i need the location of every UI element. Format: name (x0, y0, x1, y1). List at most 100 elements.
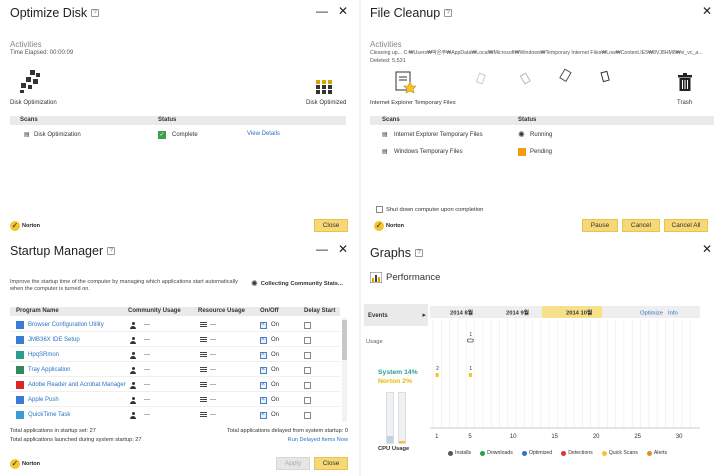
loading-spinner-icon: ✺ (251, 279, 258, 288)
table-row[interactable]: Browser Configuration Utility --- --- On (10, 319, 340, 332)
onoff-checkbox[interactable] (260, 396, 267, 404)
table-row: ▤ Windows Temporary Files Pending (370, 148, 714, 158)
apply-button[interactable]: Apply (276, 457, 310, 470)
scan-name: Windows Temporary Files (394, 149, 463, 155)
minimize-icon[interactable]: — (315, 4, 328, 18)
panel-divider (359, 0, 361, 476)
delay-checkbox[interactable] (304, 367, 311, 374)
program-name[interactable]: Apple Push (28, 397, 59, 403)
cancel-button[interactable]: Cancel (622, 219, 660, 232)
x-tick-label: 15 (551, 434, 558, 440)
program-name[interactable]: Tray Application (28, 367, 71, 373)
month-tab-label[interactable]: 2014 9월 (506, 309, 529, 317)
total-launched: Total applications launched during syste… (10, 437, 142, 443)
norton-logo: ✓ Norton (374, 221, 405, 231)
window-controls: ✕ (702, 242, 712, 256)
program-name[interactable]: QuickTime Task (28, 412, 71, 418)
delay-checkbox[interactable] (304, 397, 311, 404)
startup-description: Improve the startup time of the computer… (10, 279, 238, 292)
minimize-icon[interactable]: — (315, 242, 328, 256)
doc-icon: ▤ (382, 132, 388, 138)
close-button[interactable]: Close (314, 457, 348, 470)
window-controls: — ✕ (316, 242, 348, 256)
quickscan-event-mark[interactable] (468, 373, 472, 377)
onoff-label: On (271, 337, 280, 343)
window-title: Graphs (370, 246, 411, 260)
table-row[interactable]: HpqSRmon --- --- On (10, 349, 340, 362)
legend-swatch-icon (480, 450, 486, 456)
optimize-link[interactable]: Optimize (640, 311, 663, 317)
shutdown-checkbox[interactable] (376, 206, 383, 213)
ie-files-icon (395, 71, 416, 94)
info-link[interactable]: Info (668, 311, 678, 317)
close-icon[interactable]: ✕ (701, 242, 712, 256)
table-row: ▤ Internet Explorer Temporary Files ✺ Ru… (370, 130, 714, 141)
onoff-checkbox[interactable] (260, 381, 267, 389)
table-row[interactable]: Adobe Reader and Acrobat Manager --- ---… (10, 379, 340, 392)
resource-usage-icon (200, 322, 207, 328)
cpu-usage-label: CPU Usage (378, 446, 410, 452)
col-scans: Scans (382, 117, 400, 123)
resource-usage-icon (200, 412, 207, 418)
help-icon[interactable]: ? (415, 249, 423, 257)
month-tab-active[interactable] (542, 306, 602, 318)
onoff-checkbox[interactable] (260, 336, 267, 344)
program-name[interactable]: Adobe Reader and Acrobat Manager (28, 382, 126, 388)
close-icon[interactable]: ✕ (337, 4, 348, 18)
section-title: Performance (386, 272, 441, 283)
delay-checkbox[interactable] (304, 382, 311, 389)
doc-icon: ▤ (382, 149, 388, 155)
resource-usage: --- (210, 367, 216, 373)
onoff-checkbox[interactable] (260, 411, 267, 419)
close-icon[interactable]: ✕ (337, 242, 348, 256)
month-tab-label[interactable]: 2014 8월 (450, 309, 473, 317)
view-details-link[interactable]: View Details (247, 131, 280, 137)
help-icon[interactable]: ? (91, 9, 100, 17)
window-controls: — ✕ (316, 4, 348, 18)
arrow-right-icon: ▸ (422, 312, 426, 319)
delay-checkbox[interactable] (304, 352, 311, 359)
table-row[interactable]: Tray Application --- --- On (10, 364, 340, 377)
startup-scrollbar[interactable] (342, 318, 347, 422)
program-name[interactable]: HpqSRmon (28, 352, 60, 358)
onoff-checkbox[interactable] (260, 366, 267, 374)
scan-status: Pending (530, 149, 553, 155)
close-icon[interactable]: ✕ (701, 4, 712, 18)
legend-label: Quick Scans (608, 450, 638, 456)
scrollbar-thumb[interactable] (342, 320, 347, 360)
program-name[interactable]: JMB36X IDE Setup (28, 337, 80, 343)
scan-status: Running (530, 132, 553, 138)
run-delayed-link[interactable]: Run Delayed Items Now (287, 437, 348, 443)
help-icon[interactable]: ? (107, 247, 116, 255)
pause-button[interactable]: Pause (582, 219, 618, 232)
close-button[interactable]: Close (314, 219, 348, 232)
delay-checkbox[interactable] (304, 412, 311, 419)
scans-table-header: Scans Status (370, 116, 714, 125)
resource-usage-icon (200, 337, 207, 343)
program-name[interactable]: Browser Configuration Utility (28, 322, 104, 328)
total-startup: Total applications in startup set: 27 (10, 428, 96, 434)
help-icon[interactable]: ? (444, 9, 453, 17)
onoff-checkbox[interactable] (260, 351, 267, 359)
delay-checkbox[interactable] (304, 322, 311, 329)
community-user-icon (130, 322, 136, 329)
quickscan-event-mark[interactable] (435, 373, 439, 377)
onoff-label: On (271, 352, 280, 358)
month-tab-label[interactable]: 2014 10월 (566, 309, 592, 317)
table-row[interactable]: JMB36X IDE Setup --- --- On (10, 334, 340, 347)
table-row[interactable]: Apple Push --- --- On (10, 394, 340, 407)
cancel-all-button[interactable]: Cancel All (664, 219, 708, 232)
onoff-label: On (271, 397, 280, 403)
app-icon (16, 366, 24, 374)
resource-usage: --- (210, 397, 216, 403)
chart-legend: Installs Downloads Optimized Detections Quic… (448, 450, 667, 456)
delay-checkbox[interactable] (304, 337, 311, 344)
event-count-label: 2 (436, 366, 439, 372)
onoff-checkbox[interactable] (260, 321, 267, 329)
disk-optimization-label: Disk Optimization (10, 100, 57, 106)
events-tab[interactable]: Events ▸ (364, 304, 428, 326)
flying-files-animation (475, 68, 610, 85)
install-event-mark[interactable] (466, 338, 474, 343)
table-row[interactable]: QuickTime Task --- --- On (10, 409, 340, 421)
scan-status: Complete (172, 132, 198, 138)
